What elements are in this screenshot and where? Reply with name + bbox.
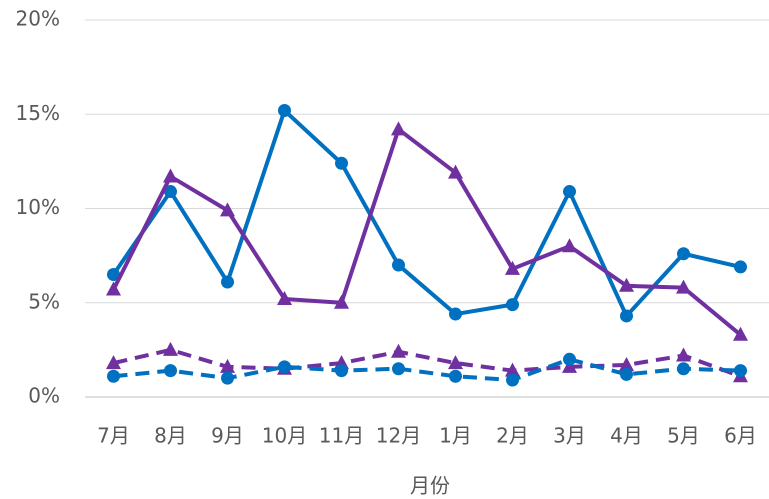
point-marker: [448, 355, 463, 370]
point-marker: [391, 121, 406, 136]
point-marker: [163, 168, 178, 183]
point-marker: [277, 290, 292, 305]
point-marker: [278, 103, 291, 117]
point-marker: [335, 364, 348, 378]
x-tick-label: 11月: [319, 424, 364, 448]
point-marker: [392, 362, 405, 376]
point-marker: [733, 326, 748, 341]
point-marker: [449, 369, 462, 383]
x-tick-label: 12月: [376, 424, 421, 448]
point-marker: [619, 356, 634, 371]
x-tick-label: 7月: [97, 424, 130, 448]
point-marker: [335, 156, 348, 170]
series-line: [111, 127, 742, 337]
point-marker: [620, 367, 633, 381]
point-marker: [449, 307, 462, 321]
point-marker: [334, 294, 349, 309]
point-marker: [562, 238, 577, 253]
x-tick-label: 3月: [553, 424, 586, 448]
point-marker: [164, 364, 177, 378]
point-marker: [619, 277, 634, 292]
point-marker: [734, 260, 747, 274]
point-marker: [562, 358, 577, 373]
y-tick-label: 0%: [28, 384, 60, 408]
point-marker: [106, 355, 121, 370]
point-marker: [448, 164, 463, 179]
series-line: [111, 108, 741, 318]
y-tick-label: 20%: [16, 7, 60, 31]
point-marker: [107, 369, 120, 383]
y-tick-label: 5%: [28, 289, 60, 313]
point-marker: [505, 260, 520, 275]
x-axis-label: 月份: [410, 474, 450, 498]
point-marker: [220, 202, 235, 217]
x-tick-label: 9月: [211, 424, 244, 448]
point-marker: [506, 298, 519, 312]
point-marker: [676, 347, 691, 362]
point-marker: [677, 247, 690, 261]
point-marker: [392, 258, 405, 272]
point-marker: [677, 362, 690, 376]
x-tick-label: 5月: [667, 424, 700, 448]
point-marker: [278, 360, 291, 374]
point-marker: [676, 279, 691, 294]
x-tick-label: 8月: [154, 424, 187, 448]
point-marker: [163, 341, 178, 356]
x-tick-label: 1月: [439, 424, 472, 448]
point-marker: [220, 358, 235, 373]
point-marker: [221, 275, 234, 289]
point-marker: [107, 267, 120, 281]
y-tick-label: 15%: [16, 101, 60, 125]
x-tick-label: 2月: [496, 424, 529, 448]
point-marker: [734, 364, 747, 378]
point-marker: [505, 362, 520, 377]
point-marker: [391, 343, 406, 358]
point-marker: [506, 373, 519, 387]
x-tick-label: 6月: [724, 424, 757, 448]
x-tick-label: 10月: [262, 424, 307, 448]
point-marker: [164, 185, 177, 199]
point-marker: [620, 309, 633, 323]
series-line: [113, 357, 741, 383]
x-tick-label: 4月: [610, 424, 643, 448]
point-marker: [106, 281, 121, 296]
point-marker: [563, 185, 576, 199]
y-tick-label: 10%: [16, 195, 60, 219]
point-marker: [563, 352, 576, 366]
series-line: [113, 347, 742, 379]
point-marker: [221, 371, 234, 385]
